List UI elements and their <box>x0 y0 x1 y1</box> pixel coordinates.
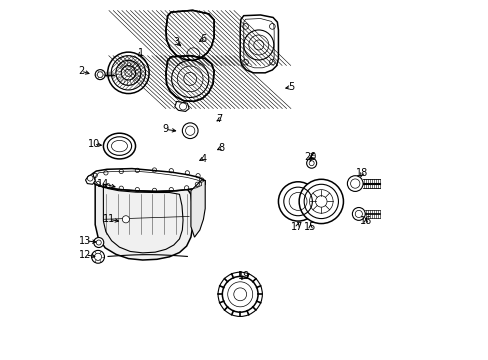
Polygon shape <box>175 102 189 111</box>
Text: 17: 17 <box>290 222 303 232</box>
Circle shape <box>182 123 198 139</box>
Circle shape <box>111 56 145 90</box>
Circle shape <box>111 56 145 90</box>
Circle shape <box>111 56 145 90</box>
Text: 2: 2 <box>78 66 84 76</box>
Text: 19: 19 <box>238 271 250 282</box>
Polygon shape <box>91 168 205 192</box>
Text: 13: 13 <box>79 236 91 246</box>
Circle shape <box>222 276 258 312</box>
Polygon shape <box>190 180 205 237</box>
Text: 11: 11 <box>102 214 115 224</box>
Circle shape <box>111 56 145 90</box>
Circle shape <box>278 182 317 221</box>
Circle shape <box>111 56 145 90</box>
Text: 10: 10 <box>87 139 100 149</box>
Text: 12: 12 <box>79 250 92 260</box>
Polygon shape <box>165 56 214 102</box>
Circle shape <box>352 207 365 220</box>
Polygon shape <box>165 10 214 60</box>
Circle shape <box>111 56 145 90</box>
Circle shape <box>346 176 363 192</box>
Circle shape <box>111 56 145 90</box>
Text: 16: 16 <box>359 216 371 226</box>
Circle shape <box>91 250 104 263</box>
Circle shape <box>111 56 145 90</box>
Circle shape <box>95 69 105 80</box>
Polygon shape <box>95 181 192 260</box>
Circle shape <box>94 238 103 248</box>
Ellipse shape <box>103 133 135 159</box>
Text: 20: 20 <box>304 152 316 162</box>
Text: 9: 9 <box>162 124 168 134</box>
Circle shape <box>111 56 145 90</box>
Polygon shape <box>240 15 278 73</box>
Text: 7: 7 <box>216 114 222 124</box>
Text: 4: 4 <box>200 154 206 163</box>
Text: 14: 14 <box>96 179 109 189</box>
Circle shape <box>111 56 145 90</box>
Circle shape <box>111 56 145 90</box>
Text: 6: 6 <box>200 34 206 44</box>
Circle shape <box>306 158 316 168</box>
Text: 5: 5 <box>287 82 293 92</box>
Circle shape <box>111 56 145 90</box>
Circle shape <box>107 52 149 94</box>
Text: 15: 15 <box>304 222 316 232</box>
Circle shape <box>111 56 145 90</box>
Text: 3: 3 <box>173 37 179 48</box>
Text: 8: 8 <box>218 143 224 153</box>
Polygon shape <box>85 174 95 184</box>
Text: 18: 18 <box>356 168 368 178</box>
Circle shape <box>299 179 343 224</box>
Text: 1: 1 <box>138 48 143 58</box>
Circle shape <box>122 216 129 223</box>
Circle shape <box>111 56 145 90</box>
